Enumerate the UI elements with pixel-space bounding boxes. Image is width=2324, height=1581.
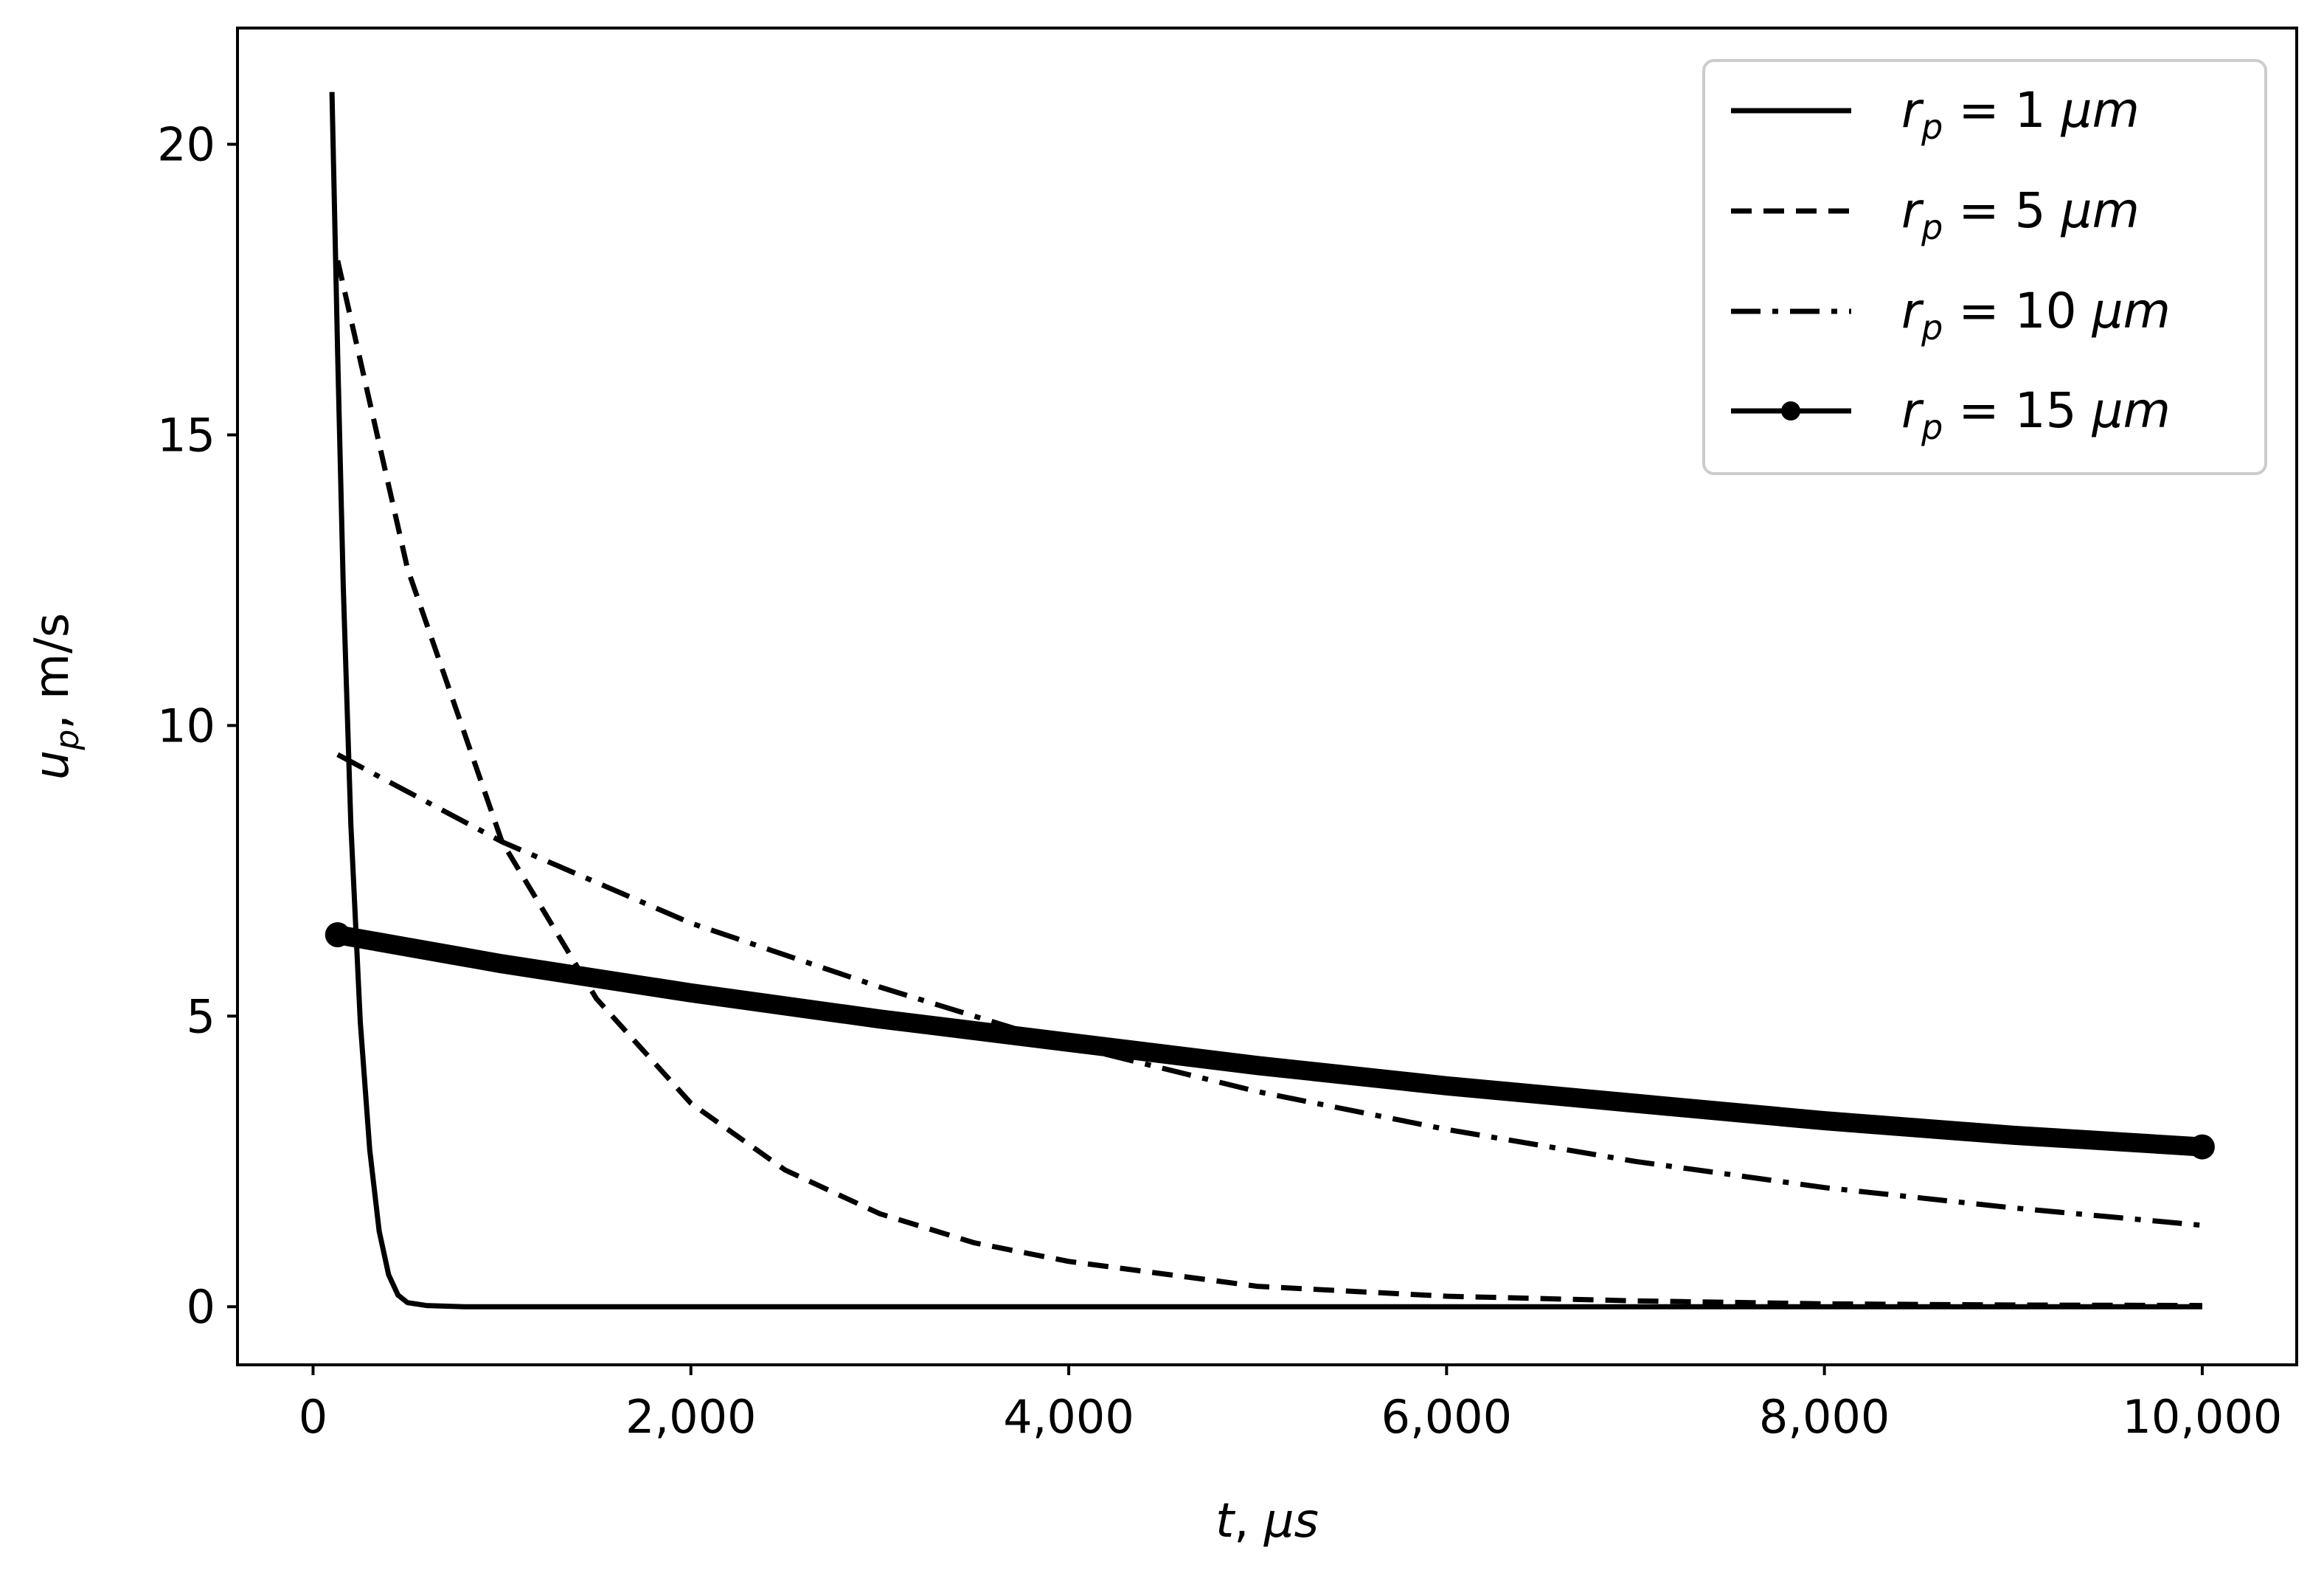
- series-4-endpoint-marker: [325, 922, 350, 948]
- legend-marker: [1781, 401, 1800, 421]
- legend-entries: rp = 1 μm rp = 5 μm rp = 10 μm rp = 15 μm: [1731, 82, 2171, 447]
- y-tick-label: 5: [187, 989, 215, 1043]
- y-axis-label: up, m/s: [25, 613, 86, 780]
- legend-entry-4: rp = 15 μm: [1731, 382, 2171, 447]
- legend-entry-2: rp = 5 μm: [1731, 182, 2140, 247]
- legend-entry-3: rp = 10 μm: [1731, 283, 2171, 347]
- x-tick-label: 0: [299, 1390, 327, 1444]
- y-tick-label: 20: [157, 118, 215, 172]
- series-4-endpoint-marker: [2189, 1134, 2215, 1160]
- y-tick-label: 10: [157, 699, 215, 753]
- x-tick-label: 2,000: [625, 1390, 757, 1444]
- legend-label: rp = 10 μm: [1901, 283, 2171, 347]
- x-tick-label: 4,000: [1003, 1390, 1134, 1444]
- series-line-4: [327, 925, 2212, 1157]
- x-tick-label: 8,000: [1759, 1390, 1890, 1444]
- legend-entry-1: rp = 1 μm: [1731, 82, 2140, 147]
- y-tick-label: 0: [187, 1280, 215, 1334]
- plot-frame: [236, 27, 2298, 1366]
- series-line-2: [335, 260, 2202, 1309]
- legend-box: [1702, 59, 2267, 475]
- legend-label: rp = 5 μm: [1901, 182, 2140, 247]
- series-layer: [325, 91, 2215, 1310]
- tick-layer: 0 2,000 4,000 6,000 8,000 10,000 0 5 10 15 20: [157, 118, 2282, 1444]
- x-tick-label: 10,000: [2122, 1390, 2282, 1444]
- x-axis-label: t, μs: [1215, 1494, 1319, 1549]
- legend: rp = 1 μm rp = 5 μm rp = 10 μm rp = 15 μm: [1702, 59, 2267, 475]
- legend-label: rp = 1 μm: [1901, 82, 2140, 147]
- y-tick-label: 15: [157, 408, 215, 462]
- legend-label: rp = 15 μm: [1901, 382, 2171, 447]
- series-line-3: [336, 752, 2203, 1228]
- series-line-1: [329, 91, 2202, 1310]
- x-tick-label: 6,000: [1381, 1390, 1513, 1444]
